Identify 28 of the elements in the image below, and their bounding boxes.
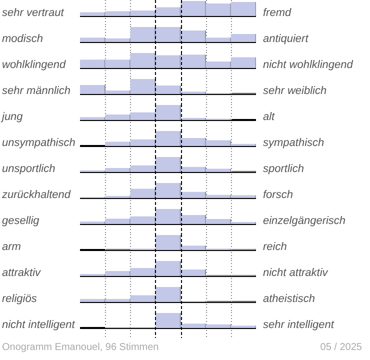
y-axis-title: nicht intelligent xyxy=(1,318,76,333)
y2-axis-title: antiquiert xyxy=(262,32,310,47)
y-axis-title: unsympathisch xyxy=(1,136,76,151)
y2-axis-title: einzelgängerisch xyxy=(262,214,347,229)
y2-axis-title: forsch xyxy=(262,188,294,203)
y2-axis-title: atheistisch xyxy=(262,292,316,307)
y-axis-title: arm xyxy=(1,240,22,255)
y2-axis-title: reich xyxy=(262,240,288,255)
y2-axis-title: nicht wohlklingend xyxy=(262,58,354,73)
y-axis-title: gesellig xyxy=(1,214,40,229)
text: Onogramm Emanouel, 96 Stimmen xyxy=(2,342,159,353)
y2-axis-title: nicht attraktiv xyxy=(262,266,330,281)
y2-axis-title: fremd xyxy=(262,6,292,21)
y2-axis-title: sportlich xyxy=(262,162,305,177)
y-axis-title: wohlklingend xyxy=(1,58,67,73)
y-axis-title: modisch xyxy=(1,32,44,47)
y2-axis-title: alt xyxy=(262,110,276,125)
y-axis-title: religiös xyxy=(1,292,38,307)
y2-axis-title: sehr weiblich xyxy=(262,84,328,99)
text: 05 / 2025 xyxy=(320,342,362,353)
y-axis-title: sehr vertraut xyxy=(1,6,66,21)
y-axis-title: sehr männlich xyxy=(1,84,72,99)
y2-axis-title: sehr intelligent xyxy=(262,318,336,333)
y-axis-title: zurückhaltend xyxy=(1,188,72,203)
y-axis-title: jung xyxy=(0,110,24,125)
y2-axis-title: sympathisch xyxy=(262,136,326,151)
y-axis-title: unsportlich xyxy=(1,162,56,177)
y-axis-title: attraktiv xyxy=(1,266,42,281)
